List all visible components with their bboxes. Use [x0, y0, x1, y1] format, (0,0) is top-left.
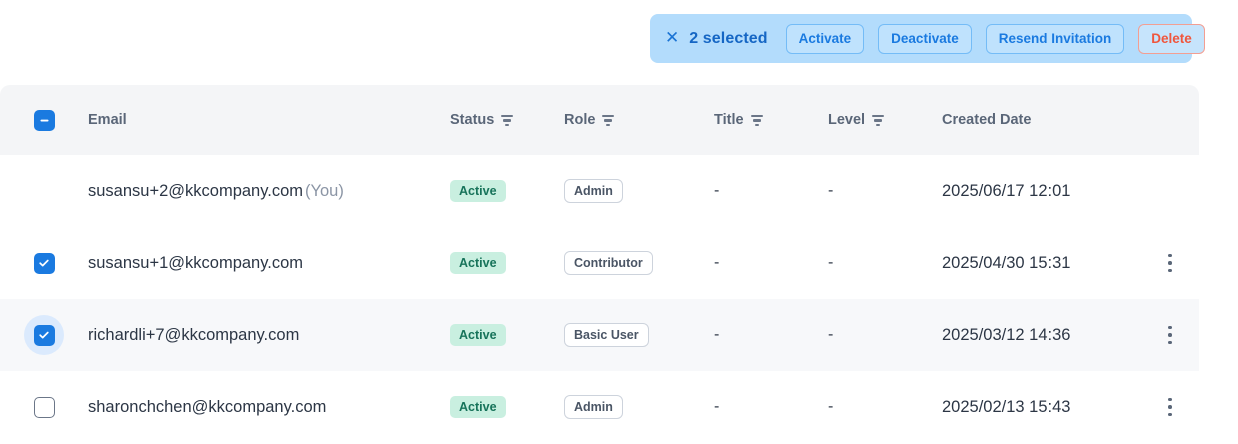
deactivate-button[interactable]: Deactivate — [878, 23, 972, 54]
table-header-row: Email Status Role Title Level Created Da… — [0, 85, 1199, 155]
row-checkbox[interactable] — [33, 252, 55, 274]
title-value: - — [714, 398, 720, 415]
selection-action-bar: ✕ 2 selected Activate Deactivate Resend … — [650, 14, 1205, 63]
email-text: susansu+1@kkcompany.com — [88, 253, 303, 272]
filter-icon[interactable] — [602, 114, 615, 126]
role-badge: Contributor — [564, 251, 653, 275]
row-select-cell — [0, 315, 88, 355]
cell-created-date: 2025/02/13 15:43 — [942, 398, 1142, 417]
row-checkbox[interactable] — [33, 396, 55, 418]
email-you-tag: (You) — [305, 181, 344, 200]
level-value: - — [828, 326, 834, 343]
cell-actions — [1142, 250, 1199, 276]
created-date-value: 2025/02/13 15:43 — [942, 397, 1071, 416]
cell-title: - — [714, 398, 828, 416]
email-text: richardli+7@kkcompany.com — [88, 325, 300, 344]
cell-role: Admin — [564, 179, 714, 203]
cell-email: sharonchchen@kkcompany.com — [88, 398, 450, 417]
role-badge: Basic User — [564, 323, 649, 347]
cell-email: susansu+2@kkcompany.com (You) — [88, 182, 450, 201]
table-row[interactable]: sharonchchen@kkcompany.com Active Admin … — [0, 371, 1199, 443]
status-badge: Active — [450, 324, 506, 346]
status-badge: Active — [450, 180, 506, 202]
cell-email: susansu+1@kkcompany.com — [88, 254, 450, 273]
cell-level: - — [828, 398, 942, 416]
column-header-email[interactable]: Email — [88, 112, 450, 128]
level-value: - — [828, 398, 834, 415]
cell-status: Active — [450, 396, 564, 418]
cell-title: - — [714, 254, 828, 272]
row-menu-icon[interactable] — [1159, 250, 1181, 276]
select-all-cell — [0, 109, 88, 131]
cell-status: Active — [450, 180, 564, 202]
cell-status: Active — [450, 324, 564, 346]
row-select-cell — [0, 396, 88, 418]
cell-title: - — [714, 182, 828, 200]
cell-created-date: 2025/04/30 15:31 — [942, 254, 1142, 273]
filter-icon[interactable] — [872, 114, 885, 126]
close-icon[interactable]: ✕ — [665, 27, 680, 48]
cell-level: - — [828, 254, 942, 272]
status-badge: Active — [450, 396, 506, 418]
role-badge: Admin — [564, 395, 623, 419]
column-header-role[interactable]: Role — [564, 112, 714, 128]
filter-icon[interactable] — [501, 114, 514, 126]
column-header-status-label: Status — [450, 112, 495, 128]
email-text: susansu+2@kkcompany.com — [88, 181, 303, 200]
table-row[interactable]: richardli+7@kkcompany.com Active Basic U… — [0, 299, 1199, 371]
cell-created-date: 2025/03/12 14:36 — [942, 326, 1142, 345]
cell-title: - — [714, 326, 828, 344]
level-value: - — [828, 182, 834, 199]
delete-button[interactable]: Delete — [1138, 23, 1205, 54]
cell-role: Admin — [564, 395, 714, 419]
created-date-value: 2025/06/17 12:01 — [942, 181, 1071, 200]
role-badge: Admin — [564, 179, 623, 203]
status-badge: Active — [450, 252, 506, 274]
cell-status: Active — [450, 252, 564, 274]
created-date-value: 2025/04/30 15:31 — [942, 253, 1071, 272]
title-value: - — [714, 254, 720, 271]
cell-role: Basic User — [564, 323, 714, 347]
title-value: - — [714, 182, 720, 199]
table-row[interactable]: susansu+2@kkcompany.com (You) Active Admi… — [0, 155, 1199, 227]
row-menu-icon[interactable] — [1159, 394, 1181, 420]
column-header-created-date-label: Created Date — [942, 112, 1032, 128]
cell-level: - — [828, 326, 942, 344]
cell-email: richardli+7@kkcompany.com — [88, 326, 450, 345]
row-checkbox[interactable] — [33, 324, 55, 346]
cell-role: Contributor — [564, 251, 714, 275]
created-date-value: 2025/03/12 14:36 — [942, 325, 1071, 344]
cell-actions — [1142, 394, 1199, 420]
column-header-title[interactable]: Title — [714, 112, 828, 128]
resend-invitation-button[interactable]: Resend Invitation — [985, 23, 1125, 54]
email-text: sharonchchen@kkcompany.com — [88, 397, 327, 416]
activate-button[interactable]: Activate — [785, 23, 865, 54]
select-all-checkbox[interactable] — [33, 109, 55, 131]
row-menu-icon[interactable] — [1159, 322, 1181, 348]
cell-actions — [1142, 322, 1199, 348]
checkbox-hover-halo — [24, 315, 64, 355]
users-table: Email Status Role Title Level Created Da… — [0, 85, 1199, 444]
column-header-title-label: Title — [714, 112, 744, 128]
cell-created-date: 2025/06/17 12:01 — [942, 182, 1142, 201]
row-select-cell — [0, 252, 88, 274]
column-header-level[interactable]: Level — [828, 112, 942, 128]
filter-icon[interactable] — [750, 114, 763, 126]
selection-count-label: 2 selected — [689, 29, 768, 47]
table-row[interactable]: susansu+1@kkcompany.com Active Contribut… — [0, 227, 1199, 299]
level-value: - — [828, 254, 834, 271]
column-header-email-label: Email — [88, 112, 127, 128]
cell-actions — [1142, 178, 1199, 204]
cell-level: - — [828, 182, 942, 200]
column-header-status[interactable]: Status — [450, 112, 564, 128]
column-header-level-label: Level — [828, 112, 866, 128]
column-header-role-label: Role — [564, 112, 596, 128]
title-value: - — [714, 326, 720, 343]
column-header-created-date[interactable]: Created Date — [942, 112, 1142, 128]
